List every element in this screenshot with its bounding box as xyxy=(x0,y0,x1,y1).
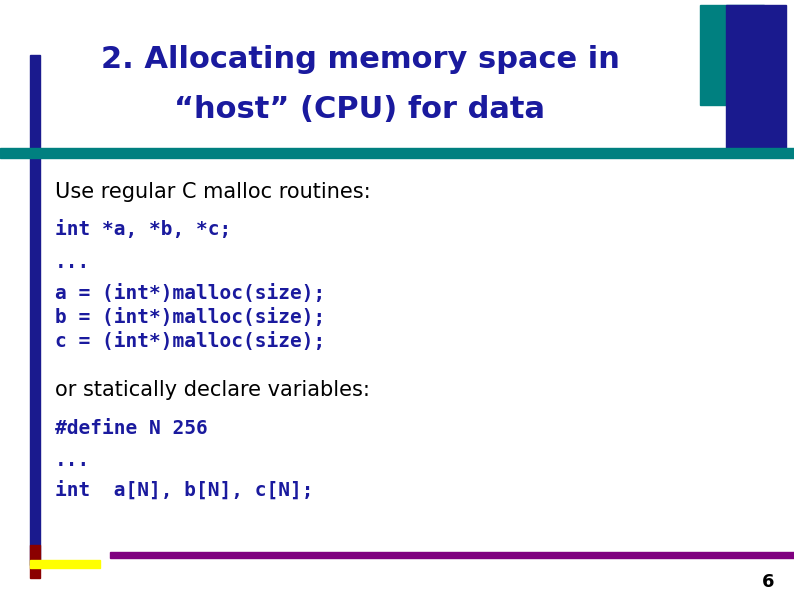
Text: int *a, *b, *c;: int *a, *b, *c; xyxy=(55,221,231,240)
Text: b = (int*)malloc(size);: b = (int*)malloc(size); xyxy=(55,308,326,327)
Bar xyxy=(30,545,40,578)
Bar xyxy=(700,5,764,105)
Bar xyxy=(110,552,794,558)
Text: 6: 6 xyxy=(761,573,774,591)
Bar xyxy=(30,55,40,565)
Bar xyxy=(0,148,794,158)
Text: int  a[N], b[N], c[N];: int a[N], b[N], c[N]; xyxy=(55,480,314,500)
Text: ...: ... xyxy=(55,252,91,271)
Text: a = (int*)malloc(size);: a = (int*)malloc(size); xyxy=(55,284,326,303)
Text: c = (int*)malloc(size);: c = (int*)malloc(size); xyxy=(55,333,326,352)
Text: “host” (CPU) for data: “host” (CPU) for data xyxy=(175,96,545,124)
Text: ...: ... xyxy=(55,450,91,469)
Text: #define N 256: #define N 256 xyxy=(55,418,208,437)
Text: Use regular C malloc routines:: Use regular C malloc routines: xyxy=(55,182,371,202)
Bar xyxy=(726,5,786,148)
Bar xyxy=(30,560,100,568)
Text: or statically declare variables:: or statically declare variables: xyxy=(55,380,370,400)
Text: 2. Allocating memory space in: 2. Allocating memory space in xyxy=(101,45,619,74)
